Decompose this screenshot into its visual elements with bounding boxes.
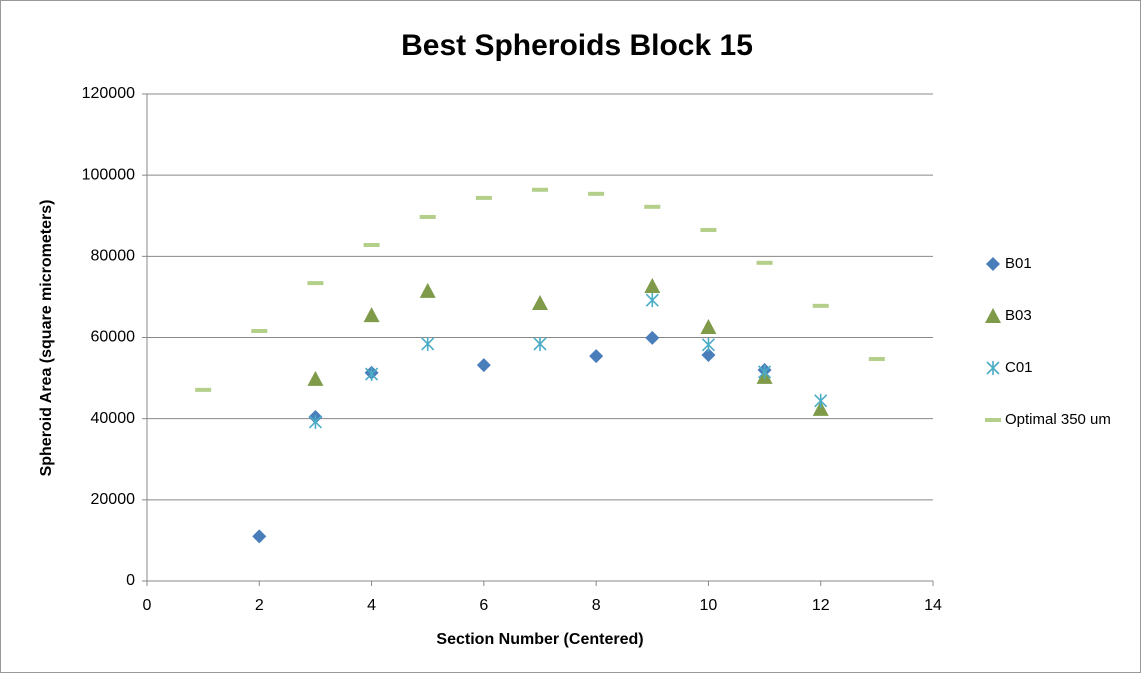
point — [475, 195, 492, 200]
y-axis-label: Spheroid Area (square micrometers) — [38, 200, 55, 477]
point — [868, 357, 885, 362]
point — [419, 282, 436, 298]
legend-marker — [985, 418, 1001, 422]
point — [812, 400, 829, 416]
point — [588, 191, 605, 196]
x-tick-label: 2 — [255, 597, 264, 614]
legend-label: Optimal 350 um — [1005, 411, 1111, 428]
point — [476, 358, 491, 373]
y-tick-label: 20000 — [91, 491, 136, 508]
point — [814, 393, 828, 408]
x-tick-label: 8 — [592, 597, 601, 614]
point — [758, 364, 772, 379]
point — [532, 187, 548, 192]
x-tick-label: 6 — [479, 597, 488, 614]
x-tick-label: 4 — [367, 597, 376, 614]
point — [644, 277, 661, 293]
point — [307, 370, 324, 386]
point — [195, 387, 212, 392]
point — [812, 303, 829, 308]
point — [756, 260, 773, 265]
x-tick-label: 0 — [143, 597, 152, 614]
legend-marker — [985, 308, 1001, 323]
point — [645, 293, 659, 308]
y-tick-label: 60000 — [91, 329, 136, 346]
legend-label: C01 — [1005, 359, 1033, 376]
y-tick-label: 40000 — [91, 410, 136, 427]
x-tick-label: 10 — [700, 597, 718, 614]
legend-entry: Optimal 350 um — [1005, 411, 1111, 428]
legend-label: B03 — [1005, 307, 1032, 324]
y-tick-label: 80000 — [91, 248, 136, 265]
point — [252, 529, 267, 544]
x-axis-label: Section Number (Centered) — [436, 631, 643, 648]
legend-entry: B01 — [1005, 255, 1032, 272]
legend-marker — [986, 257, 1000, 271]
point — [701, 337, 715, 352]
point — [307, 281, 324, 286]
y-tick-label: 100000 — [82, 166, 135, 183]
point — [421, 336, 435, 351]
point — [365, 367, 379, 382]
legend-entry: C01 — [1005, 359, 1033, 376]
x-tick-label: 12 — [812, 597, 830, 614]
point — [363, 307, 380, 323]
legend-label: B01 — [1005, 255, 1032, 272]
point — [700, 318, 717, 334]
legend-marker — [986, 361, 1000, 375]
point — [701, 347, 716, 362]
point — [589, 349, 604, 364]
point — [644, 204, 661, 209]
point — [363, 242, 380, 247]
point — [308, 414, 322, 429]
point — [419, 214, 436, 219]
point — [532, 295, 548, 311]
y-tick-label: 120000 — [82, 85, 135, 102]
legend-entry: B03 — [1005, 307, 1032, 324]
chart-title: Best Spheroids Block 15 — [401, 29, 753, 62]
point — [533, 336, 547, 351]
y-tick-label: 0 — [126, 572, 135, 589]
point — [251, 329, 268, 334]
x-tick-label: 14 — [924, 597, 942, 614]
point — [700, 227, 717, 232]
point — [645, 330, 660, 345]
